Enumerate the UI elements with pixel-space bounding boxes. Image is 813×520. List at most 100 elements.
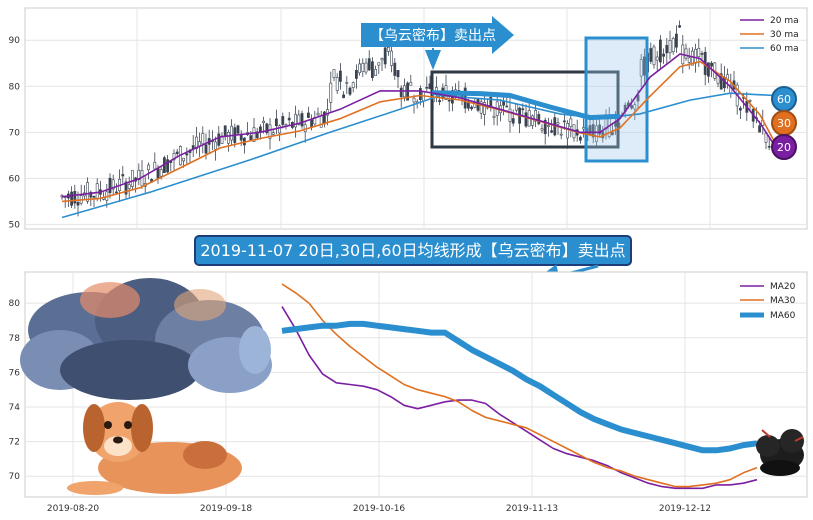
candle-body [738, 107, 742, 111]
candle-body [556, 122, 560, 125]
candle-body [668, 40, 672, 54]
candle-body [534, 109, 538, 122]
svg-text:30: 30 [777, 117, 791, 130]
top-y-tick-label: 90 [9, 36, 21, 46]
title-banner-text: 2019-11-07 20日,30日,60日均线形成【乌云密布】卖出点 [200, 241, 625, 260]
ma20-line-top [61, 53, 776, 198]
candle-body [559, 133, 563, 136]
candle-body [89, 191, 93, 198]
top-legend-ma20: 20 ma [770, 16, 799, 26]
candle-body [230, 125, 234, 141]
candle-body [310, 119, 314, 128]
candle-body [76, 201, 80, 206]
candle-body [281, 116, 285, 125]
candle-body [425, 87, 429, 89]
candle-body [543, 119, 547, 135]
candle-body [70, 191, 74, 206]
candle-body [338, 70, 342, 82]
candle-body [319, 115, 323, 128]
candle-body [249, 135, 253, 141]
candle-body [678, 25, 682, 28]
candle-body [598, 124, 602, 135]
candle-body [521, 108, 525, 111]
candle-body [223, 125, 227, 137]
candle-body [694, 48, 698, 64]
candle-body [479, 101, 483, 114]
candle-body [665, 45, 669, 54]
bottom-chart-panel: 70 72 74 76 78 80 2019-08-20 2019-09-18 2019-10… [9, 271, 808, 514]
bottom-y-tick-label: 70 [9, 472, 21, 482]
bottom-y-axis: 70 72 74 76 78 80 [9, 299, 21, 482]
candle-body [674, 33, 678, 48]
candle-body [610, 132, 614, 136]
candle-body [111, 179, 115, 190]
candle-body [185, 153, 189, 156]
candle-body [172, 152, 176, 161]
ma60-line-top [61, 92, 776, 219]
candle-body [633, 104, 637, 110]
candle-body [438, 100, 442, 103]
top-chart-panel: 50 60 70 80 90 【乌云密布】卖出点 20 ma 30 ma 60 ma 6… [9, 7, 808, 230]
candle-body [115, 191, 118, 194]
candle-body [201, 133, 205, 145]
bottom-ma-lines [281, 283, 758, 490]
ma60-series-line [281, 320, 758, 454]
candle-body [537, 114, 541, 125]
candle-body [578, 136, 582, 141]
candle-body [383, 47, 387, 65]
candle-body [278, 125, 282, 134]
candle-body [466, 102, 470, 109]
candle-body [582, 127, 586, 130]
svg-text:60: 60 [777, 93, 791, 106]
candle-body [396, 70, 400, 78]
svg-text:20: 20 [777, 141, 791, 154]
candle-body [214, 141, 218, 150]
candle-body [748, 99, 752, 102]
candle-body [182, 157, 186, 162]
candle-body [767, 146, 771, 148]
candle-body [380, 58, 384, 61]
dark-cloud-icon [756, 429, 804, 476]
candle-body [364, 62, 368, 73]
candle-body [342, 94, 346, 98]
candle-body [377, 62, 381, 66]
candle-body [489, 96, 493, 107]
candle-body [265, 123, 269, 134]
candle-body [300, 113, 304, 127]
candle-body [252, 127, 256, 142]
bottom-x-tick-label: 2019-09-18 [200, 504, 253, 514]
candle-body [329, 82, 333, 103]
candle-body [374, 69, 378, 76]
candle-body [412, 97, 416, 103]
title-banner: 2019-11-07 20日,30日,60日均线形成【乌云密布】卖出点 [194, 235, 632, 288]
sell-point-arrow: 【乌云密布】卖出点 [361, 16, 514, 70]
bottom-legend: MA20 MA30 MA60 [740, 282, 796, 321]
candle-body [470, 106, 474, 110]
candle-body [706, 62, 710, 77]
candle-body [262, 120, 266, 123]
candle-body [562, 120, 566, 123]
top-y-tick-label: 80 [9, 82, 21, 92]
bottom-x-tick-label: 2019-08-20 [47, 504, 100, 514]
candle-body [274, 118, 278, 127]
candle-body [652, 46, 656, 66]
candle-body [710, 62, 714, 67]
candle-body [95, 183, 99, 199]
candle-body [137, 169, 141, 181]
candle-body [147, 164, 150, 171]
candle-body [358, 63, 362, 74]
candle-body [591, 124, 595, 138]
candle-body [399, 87, 403, 97]
candle-body [482, 102, 486, 115]
ma30-line-top [61, 60, 776, 203]
bottom-legend-ma30: MA30 [770, 296, 796, 306]
candle-body [354, 69, 358, 79]
candle-body [306, 112, 310, 118]
candle-body [166, 159, 170, 173]
candle-body [550, 130, 554, 133]
candle-body [153, 161, 157, 170]
candle-body [332, 69, 336, 78]
candle-body [73, 190, 77, 204]
bottom-y-tick-label: 76 [9, 368, 21, 378]
